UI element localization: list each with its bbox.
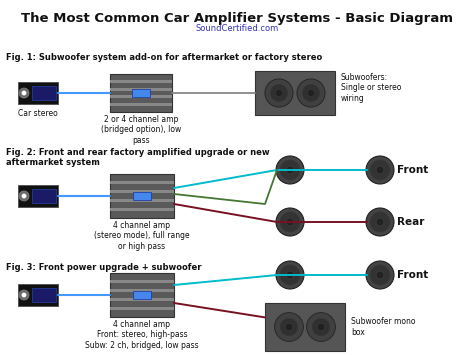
Circle shape	[276, 261, 304, 289]
Circle shape	[265, 79, 293, 107]
Circle shape	[312, 318, 329, 335]
Circle shape	[276, 156, 304, 184]
Circle shape	[297, 79, 325, 107]
Circle shape	[275, 89, 283, 97]
Text: Fig. 1: Subwoofer system add-on for aftermarket or factory stereo: Fig. 1: Subwoofer system add-on for afte…	[6, 53, 322, 62]
Text: 2 or 4 channel amp
(bridged option), low
pass: 2 or 4 channel amp (bridged option), low…	[101, 115, 181, 145]
Text: 4 channel amp
(stereo mode), full range
or high pass: 4 channel amp (stereo mode), full range …	[94, 221, 190, 251]
Bar	[32, 189, 56, 203]
Bar	[18, 284, 58, 306]
Text: The Most Common Car Amplifier Systems - Basic Diagram: The Most Common Car Amplifier Systems - …	[21, 12, 453, 25]
Circle shape	[370, 265, 390, 285]
Bar	[133, 192, 151, 200]
Bar	[133, 291, 151, 299]
Circle shape	[280, 318, 298, 335]
Bar	[110, 199, 174, 202]
Bar	[110, 307, 174, 310]
Circle shape	[21, 193, 27, 198]
Text: Car stereo: Car stereo	[18, 109, 58, 118]
Text: Front: Front	[397, 270, 428, 280]
Circle shape	[286, 166, 294, 174]
Bar	[110, 273, 174, 317]
Bar	[110, 190, 174, 193]
Circle shape	[19, 290, 29, 300]
Circle shape	[286, 218, 294, 226]
Circle shape	[276, 208, 304, 236]
Bar	[110, 208, 174, 211]
Circle shape	[376, 271, 384, 279]
Circle shape	[376, 166, 384, 174]
Circle shape	[21, 91, 27, 95]
Circle shape	[370, 160, 390, 180]
Bar	[265, 303, 345, 351]
Circle shape	[19, 88, 29, 98]
Circle shape	[376, 218, 384, 226]
Circle shape	[280, 212, 300, 232]
Bar	[110, 181, 174, 184]
Circle shape	[370, 212, 390, 232]
Text: Rear: Rear	[397, 217, 424, 227]
Text: Fig. 3: Front power upgrade + subwoofer: Fig. 3: Front power upgrade + subwoofer	[6, 263, 201, 272]
Text: Subwoofers:
Single or stereo
wiring: Subwoofers: Single or stereo wiring	[341, 73, 401, 103]
Bar	[32, 86, 56, 100]
Text: 4 channel amp
Front: stereo, high-pass
Subw: 2 ch, bridged, low pass: 4 channel amp Front: stereo, high-pass S…	[85, 320, 199, 350]
Bar	[132, 89, 150, 97]
Circle shape	[280, 160, 300, 180]
Circle shape	[286, 271, 294, 279]
Text: Subwoofer mono
box: Subwoofer mono box	[351, 317, 416, 337]
Bar	[110, 289, 174, 292]
Bar	[110, 74, 172, 112]
Circle shape	[21, 293, 27, 297]
Circle shape	[366, 208, 394, 236]
Circle shape	[271, 84, 287, 102]
Text: SoundCertified.com: SoundCertified.com	[195, 24, 279, 33]
Bar	[110, 280, 174, 283]
Circle shape	[302, 84, 319, 102]
Circle shape	[307, 313, 336, 342]
Bar	[18, 82, 58, 104]
Circle shape	[366, 156, 394, 184]
Text: Fig. 2: Front and rear factory amplified upgrade or new
aftermarket system: Fig. 2: Front and rear factory amplified…	[6, 148, 270, 168]
Bar	[110, 298, 174, 301]
Circle shape	[366, 261, 394, 289]
Text: Front: Front	[397, 165, 428, 175]
Bar	[110, 174, 174, 218]
Bar	[18, 185, 58, 207]
Circle shape	[274, 313, 303, 342]
Bar	[110, 88, 172, 91]
Bar	[110, 95, 172, 98]
Circle shape	[285, 323, 292, 331]
Bar	[32, 288, 56, 302]
Circle shape	[308, 89, 315, 97]
Circle shape	[19, 191, 29, 201]
Bar	[110, 103, 172, 106]
Circle shape	[280, 265, 300, 285]
Bar	[255, 71, 335, 115]
Bar	[110, 80, 172, 83]
Circle shape	[318, 323, 325, 331]
